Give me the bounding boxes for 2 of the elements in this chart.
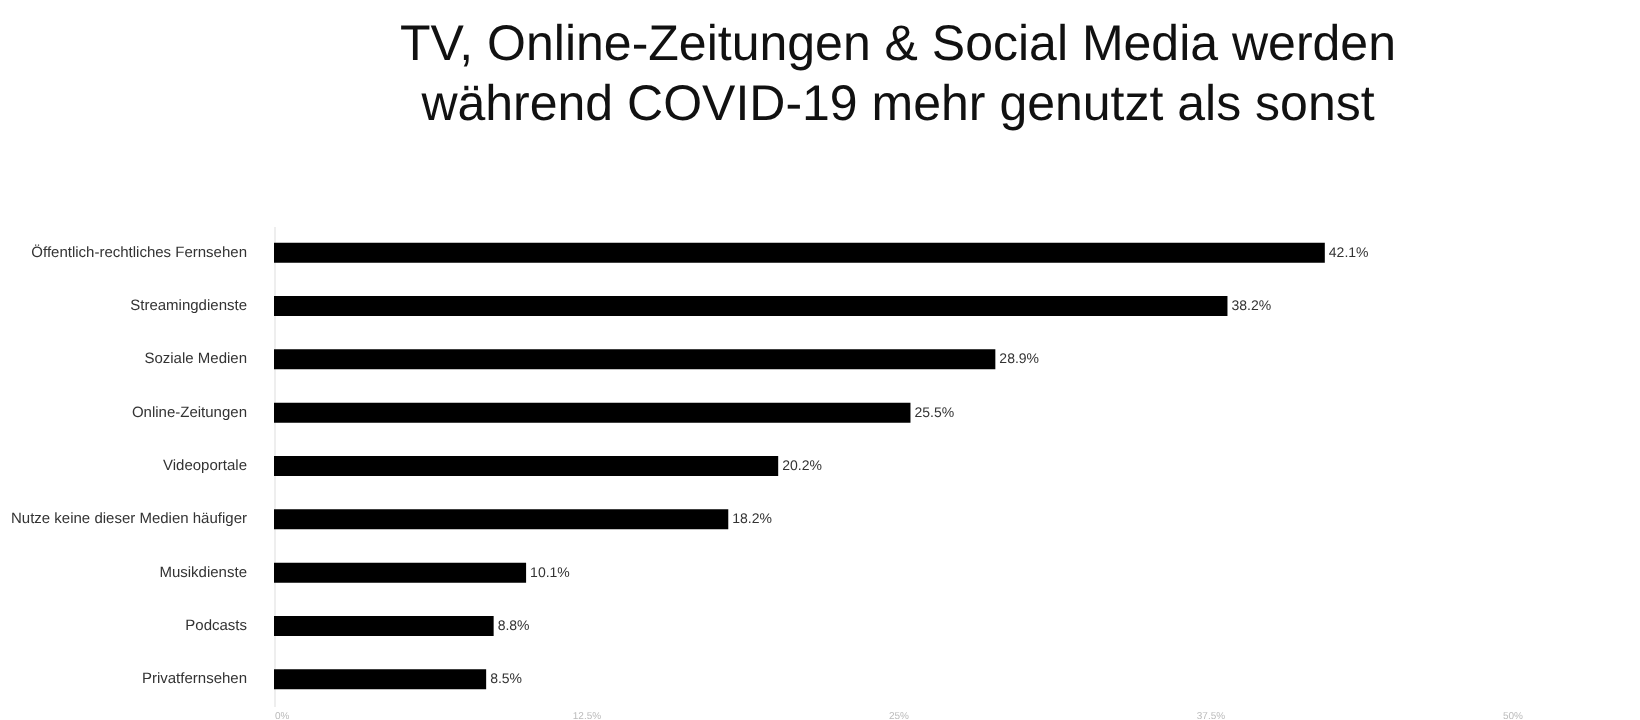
text: TV, Online-Zeitungen & Social Media werden: [400, 16, 1396, 72]
text: während COVID-19 mehr genutzt als sonst: [421, 76, 1375, 132]
